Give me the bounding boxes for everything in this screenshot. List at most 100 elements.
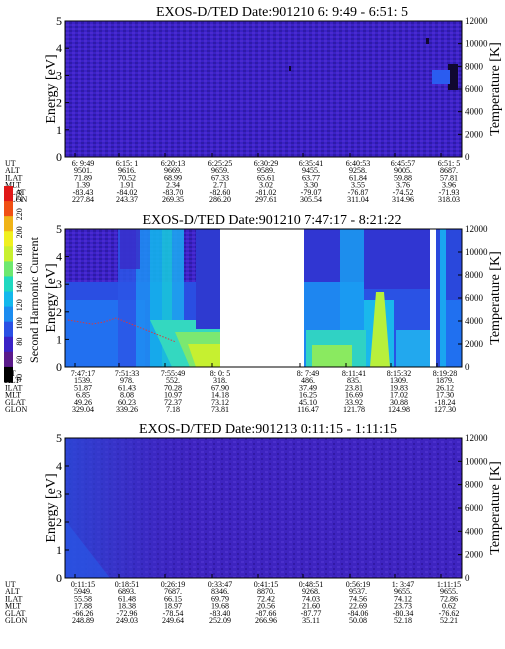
table-cell: 318.03 (438, 195, 460, 204)
colorbar-tick-label: 220 (15, 208, 24, 220)
table-cell: 552. (166, 376, 180, 385)
colorbar-swatch (4, 291, 13, 308)
table-cell: 0:56:19 (346, 580, 370, 589)
table-cell: 1:11:15 (437, 580, 461, 589)
table-cell: 6.85 (76, 391, 90, 400)
table-cell: 69.79 (211, 594, 229, 603)
table-cell: 6:51: 5 (438, 159, 460, 168)
colorbar-swatch (4, 246, 13, 262)
table-cell: 35.11 (302, 616, 320, 625)
y-tick-label: 0 (56, 571, 62, 585)
table-cell: 72.37 (164, 398, 182, 407)
table-cell: 314.96 (392, 195, 414, 204)
table-cell: 18.38 (118, 602, 136, 611)
y2-tick-label: 0 (465, 152, 470, 162)
table-row-label: GLAT (5, 609, 26, 618)
panel-3-shade (65, 438, 462, 578)
table-cell: 8: 7:49 (297, 369, 319, 378)
table-cell: 286.20 (209, 195, 231, 204)
colorbar-label: Second Harmonic Current (27, 236, 41, 363)
table-cell: 0:41:15 (254, 580, 278, 589)
table-cell: 26.12 (436, 383, 454, 392)
table-cell: 6:35:41 (299, 159, 323, 168)
table-cell: 339.26 (116, 405, 138, 414)
y2-tick-label: 12000 (465, 224, 488, 234)
table-cell: 486. (301, 376, 315, 385)
table-cell: 0:26:19 (161, 580, 185, 589)
table-cell: -76.87 (348, 188, 369, 197)
table-cell: -83.40 (210, 609, 231, 618)
colorbar-swatch (4, 261, 13, 277)
panel-1-ylabel: Energy [eV] (44, 54, 59, 123)
y2-tick-label: 10000 (465, 456, 488, 466)
table-cell: -76.62 (439, 609, 460, 618)
y-tick-label: 2 (56, 305, 62, 319)
panel-1-title: EXOS-D/TED Date:901210 6: 9:49 - 6:51: 5 (156, 5, 408, 20)
table-cell: 74.03 (302, 594, 320, 603)
colorbar-ticks: 40 60 80 100 120 140 160 180 200 220 250 (15, 190, 24, 382)
y2-tick-label: 8000 (465, 480, 484, 490)
table-cell: 9005. (394, 166, 412, 175)
table-cell: -81.02 (256, 188, 277, 197)
table-cell: -79.07 (301, 188, 322, 197)
y-tick-label: 0 (56, 150, 62, 164)
y-tick-label: 5 (56, 431, 62, 445)
colorbar-tick-label: 250 (15, 190, 24, 202)
table-cell: 329.04 (72, 405, 94, 414)
table-cell: 30.88 (390, 398, 408, 407)
colorbar-tick-label: 60 (15, 356, 24, 364)
y-tick-label: 2 (56, 515, 62, 529)
y2-tick-label: 12000 (465, 433, 488, 443)
table-cell: 297.61 (255, 195, 277, 204)
panel-2-data-gap (220, 229, 304, 367)
panel-2-orbit-table: UT 7:47:17 7:51:33 7:55:49 8: 0: 5 8: 7:49 8:1… (5, 369, 457, 414)
table-cell: 1.91 (120, 181, 134, 190)
table-row-label: GLON (5, 616, 27, 625)
table-cell: 9655. (394, 587, 412, 596)
colorbar-swatch (4, 351, 13, 368)
table-cell: 1539. (74, 376, 92, 385)
table-row-label: UT (5, 369, 16, 378)
colorbar-swatch (4, 216, 13, 232)
colorbar-swatch (4, 306, 13, 323)
colorbar-tick-label: 140 (15, 281, 24, 293)
table-row-label: GLAT (5, 398, 26, 407)
table-cell: 66.15 (164, 594, 182, 603)
table-cell: 21.60 (302, 602, 320, 611)
table-cell: 311.04 (347, 195, 369, 204)
table-cell: 8:11:41 (342, 369, 366, 378)
table-cell: 2.34 (166, 181, 180, 190)
table-cell: 6:15: 1 (116, 159, 138, 168)
table-cell: 61.84 (349, 173, 367, 182)
table-cell: 0:48:51 (299, 580, 323, 589)
panel-3-y-axis: 0 1 2 3 4 5 (56, 431, 442, 585)
table-cell: 68.99 (164, 173, 182, 182)
colorbar-tick-label: 200 (15, 226, 24, 238)
y-tick-label: 0 (56, 360, 62, 374)
table-cell: 9589. (257, 166, 275, 175)
panel-2-y-axis: 0 1 2 3 4 5 (56, 222, 438, 374)
table-cell: 19.83 (390, 383, 408, 392)
table-cell: 18.97 (164, 602, 182, 611)
table-cell: 835. (347, 376, 361, 385)
panel-1-y-axis: 0 1 2 3 4 5 (56, 14, 442, 164)
table-cell: 7.18 (166, 405, 180, 414)
table-cell: 9537. (349, 587, 367, 596)
y2-tick-label: 4000 (465, 316, 484, 326)
table-cell: 22.69 (349, 602, 367, 611)
table-cell: 52.21 (440, 616, 458, 625)
table-cell: 0.62 (442, 602, 456, 611)
table-cell: -87.66 (256, 609, 277, 618)
table-cell: 17.02 (390, 391, 408, 400)
table-cell: 3.02 (259, 181, 273, 190)
panel-3-wedge (65, 520, 110, 578)
colorbar-tick-label: 80 (15, 338, 24, 346)
panel-2-spectrogram-right (304, 229, 462, 367)
table-cell: 59.88 (394, 173, 412, 182)
panel-3: EXOS-D/TED Date:901213 0:11:15 - 1:11:15… (5, 422, 503, 625)
table-cell: 16.69 (345, 391, 363, 400)
table-cell: 45.10 (299, 398, 317, 407)
table-cell: 23.73 (394, 602, 412, 611)
table-cell: 61.43 (118, 383, 136, 392)
colorbar-swatch (4, 186, 13, 202)
